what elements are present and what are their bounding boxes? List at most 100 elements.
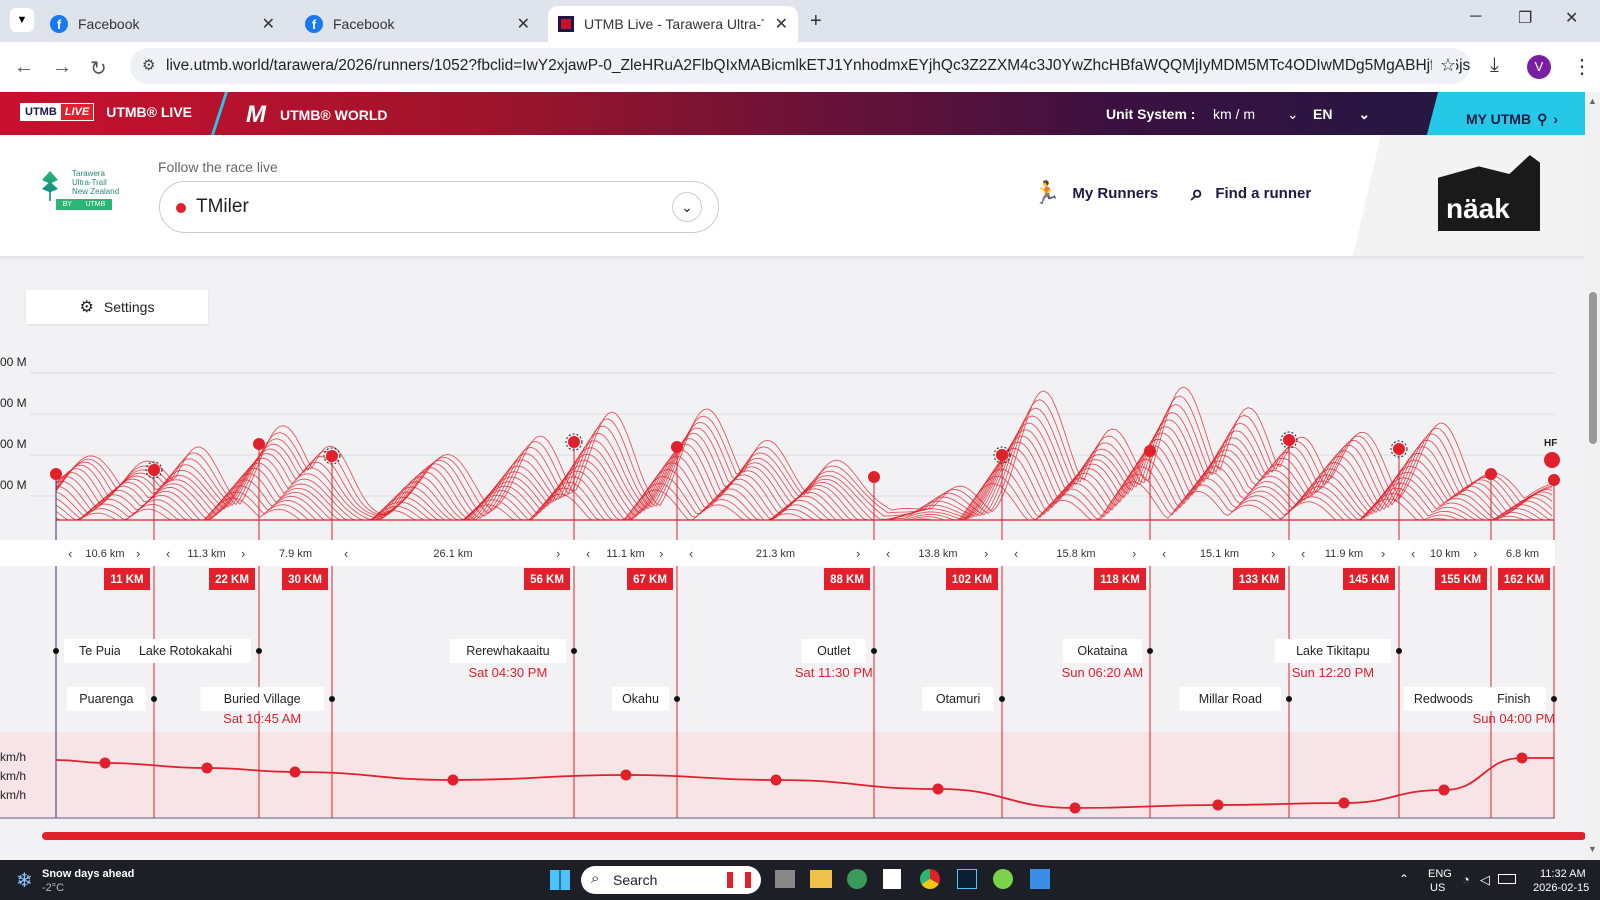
lightroom-icon[interactable] [957,869,977,889]
wifi-icon[interactable]: ◔ [1462,872,1470,887]
segment-prev-chevron[interactable]: ‹ [1014,546,1018,561]
language-select[interactable]: EN ⌄ [1313,106,1370,123]
segment-next-chevron[interactable]: › [1271,546,1275,561]
aid-station[interactable]: Okataina Sun 06:20 AM [1062,639,1153,680]
aid-station[interactable]: Otamuri [922,687,1005,711]
naak-logo[interactable]: näak [1438,155,1540,231]
aid-station[interactable]: Puarenga [66,687,157,711]
scrollbar-thumb[interactable] [1589,292,1597,444]
forward-icon[interactable]: → [52,56,72,78]
aid-station[interactable]: Buried Village Sat 10:45 AM [200,687,335,726]
settings-button[interactable]: ⚙ Settings [26,290,208,324]
checkpoint-dot[interactable] [1144,445,1156,457]
aid-station[interactable]: Lake Rotokakahi [120,639,262,663]
segment-next-chevron[interactable]: › [856,546,860,561]
file-explorer-icon[interactable] [810,870,832,888]
close-tab-icon[interactable]: ✕ [516,16,530,33]
segment-next-chevron[interactable]: › [1132,546,1136,561]
back-icon[interactable]: ← [14,56,34,78]
close-tab-icon[interactable]: ✕ [261,16,275,33]
checkpoint-dot[interactable] [50,468,62,480]
checkpoint-dot[interactable] [148,464,160,476]
clock-time[interactable]: 11:32 AM [1540,868,1586,880]
photos-icon[interactable] [1030,869,1050,889]
aid-station[interactable]: Okahu [612,687,680,711]
race-progress-bar[interactable] [42,832,1585,840]
segment-next-chevron[interactable]: › [659,546,663,561]
download-icon[interactable]: ⤓ [1490,54,1499,76]
runner-position-marker[interactable]: HF [1544,438,1560,468]
tab-list-chevron-icon[interactable]: ▼ [10,8,34,32]
my-runners-link[interactable]: 🏃 My Runners [1033,180,1158,206]
checkpoint-dot[interactable] [1485,468,1497,480]
segment-next-chevron[interactable]: › [984,546,988,561]
speed-point[interactable] [99,757,111,769]
segment-prev-chevron[interactable]: ‹ [166,546,170,561]
taskbar-search[interactable]: ⌕ Search [581,866,761,894]
bookmark-star-icon[interactable]: ☆ [1431,55,1456,76]
reload-icon[interactable]: ↻ [90,58,107,80]
task-view-icon[interactable] [775,870,795,888]
checkpoint-dot[interactable] [996,449,1008,461]
checkpoint-dot[interactable] [1548,474,1560,486]
checkpoint-dot[interactable] [568,436,580,448]
segment-next-chevron[interactable]: › [241,546,245,561]
speed-point[interactable] [1212,799,1224,811]
tarawera-logo[interactable]: Tarawera Ultra-Trail New Zealand BY UTMB [40,169,132,215]
chrome-icon[interactable] [920,869,940,889]
segment-prev-chevron[interactable]: ‹ [344,546,348,561]
solitaire-icon[interactable] [883,869,901,889]
aid-station[interactable]: Redwoods [1403,687,1494,711]
speed-point[interactable] [1069,802,1081,814]
input-language[interactable]: ENG [1428,868,1452,880]
utmb-live-link[interactable]: UTMB LIVE UTMB® LIVE [20,103,192,121]
minimize-icon[interactable]: ─ [1470,8,1482,25]
speed-point[interactable] [201,762,213,774]
site-settings-icon[interactable]: ⚙ [142,57,156,74]
segment-next-chevron[interactable]: › [1473,546,1477,561]
close-window-icon[interactable]: ✕ [1565,10,1579,27]
segment-prev-chevron[interactable]: ‹ [886,546,890,561]
segment-prev-chevron[interactable]: ‹ [586,546,590,561]
scroll-down-icon[interactable]: ▼ [1588,844,1597,854]
checkpoint-dot[interactable] [868,471,880,483]
show-hidden-icons[interactable]: ⌃ [1399,872,1410,886]
aid-station[interactable]: Finish Sun 04:00 PM [1473,687,1557,726]
checkpoint-dot[interactable] [326,450,338,462]
unit-system-select[interactable]: km / m ⌄ [1213,106,1299,123]
windows-start-icon[interactable] [550,870,570,890]
battery-icon[interactable] [1498,874,1516,884]
segment-next-chevron[interactable]: › [1381,546,1385,561]
maximize-icon[interactable]: ❐ [1518,10,1533,27]
speed-point[interactable] [1338,797,1350,809]
checkpoint-dot[interactable] [253,438,265,450]
segment-prev-chevron[interactable]: ‹ [689,546,693,561]
segment-prev-chevron[interactable]: ‹ [68,546,72,561]
scroll-up-icon[interactable]: ▲ [1588,96,1597,106]
weather-snow-icon[interactable]: ❄ [16,870,33,892]
browser-tab-facebook-2[interactable]: f Facebook ✕ [295,6,540,42]
speed-point[interactable] [447,774,459,786]
aid-station[interactable]: Rerewhakaaitu Sat 04:30 PM [449,639,577,680]
checkpoint-dot[interactable] [1283,434,1295,446]
checkpoint-dot[interactable] [671,441,683,453]
checkpoint-dot[interactable] [1393,443,1405,455]
browser-menu-icon[interactable]: ⋮ [1572,56,1592,78]
chevron-down-icon[interactable]: ⌄ [672,192,702,222]
segment-next-chevron[interactable]: › [556,546,560,561]
browser-tab-utmb-live[interactable]: UTMB Live - Tarawera Ultra-Trai ✕ [548,6,798,42]
url-bar[interactable]: ⚙ live.utmb.world/tarawera/2026/runners/… [130,48,1470,84]
speed-point[interactable] [1516,752,1528,764]
segment-next-chevron[interactable]: › [136,546,140,561]
speed-point[interactable] [289,766,301,778]
close-tab-icon[interactable]: ✕ [774,16,788,33]
speed-point[interactable] [620,769,632,781]
aid-station[interactable]: Lake Tikitapu Sun 12:20 PM [1274,639,1402,680]
segment-prev-chevron[interactable]: ‹ [1411,546,1415,561]
race-select[interactable]: TMiler ⌄ [159,181,719,233]
browser-tab-facebook-1[interactable]: f Facebook ✕ [40,6,285,42]
segment-prev-chevron[interactable]: ‹ [1301,546,1305,561]
aid-station[interactable]: Outlet Sat 11:30 PM [795,639,877,680]
speed-point[interactable] [1438,784,1450,796]
profile-avatar[interactable]: V [1527,55,1551,79]
